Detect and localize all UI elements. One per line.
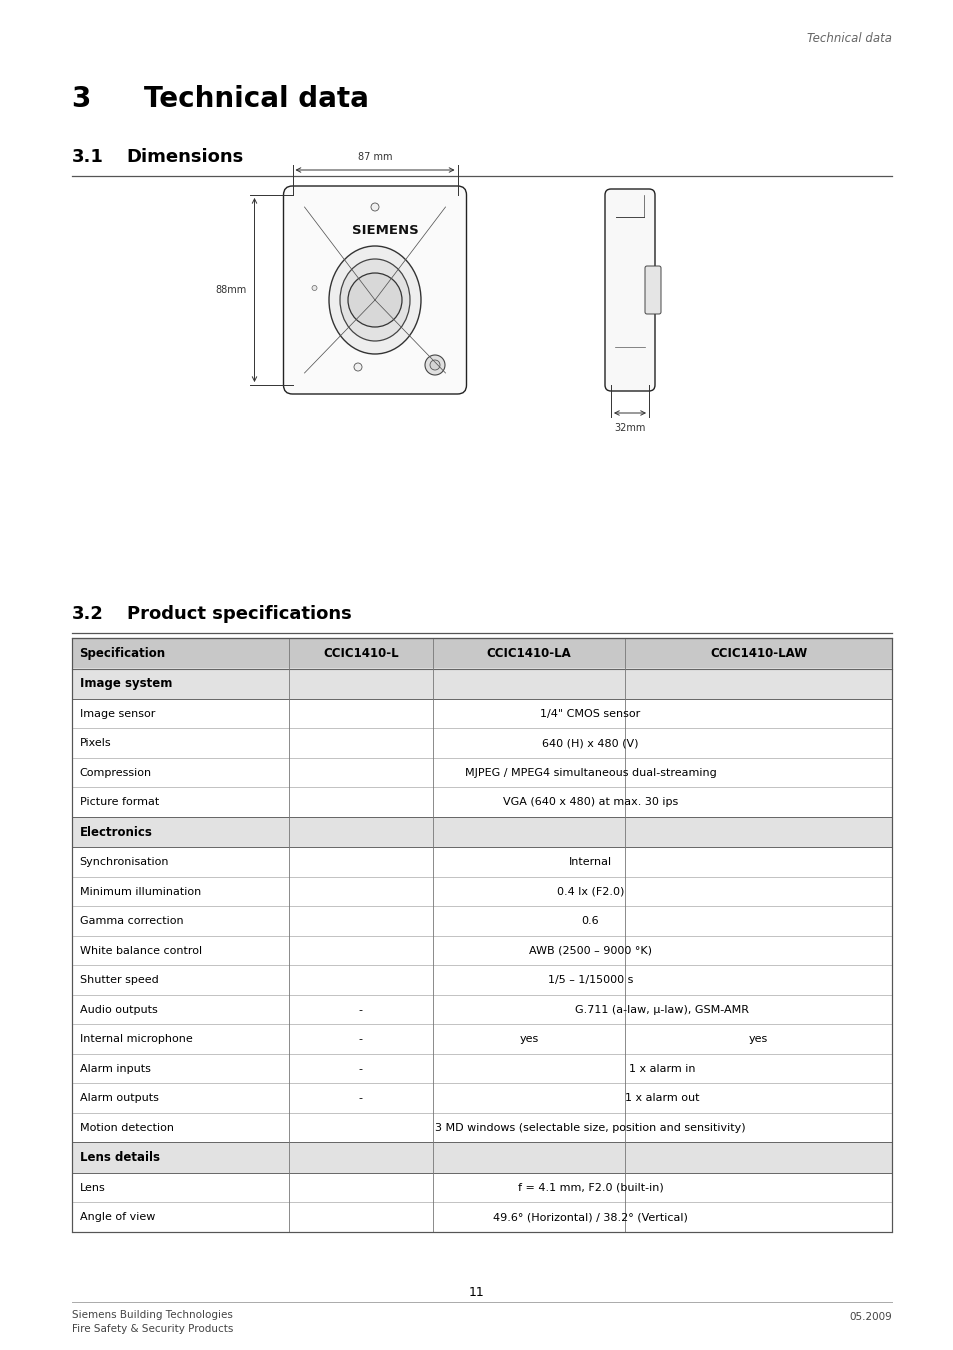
Text: MJPEG / MPEG4 simultaneous dual-streaming: MJPEG / MPEG4 simultaneous dual-streamin… [464,768,716,778]
Text: 3: 3 [71,85,91,113]
Text: Gamma correction: Gamma correction [79,917,183,926]
Circle shape [371,202,378,211]
Text: Siemens Building Technologies: Siemens Building Technologies [71,1310,233,1320]
Text: -: - [358,1094,362,1103]
Text: Motion detection: Motion detection [79,1123,173,1133]
Text: 88mm: 88mm [215,285,246,296]
Text: 49.6° (Horizontal) / 38.2° (Vertical): 49.6° (Horizontal) / 38.2° (Vertical) [493,1212,687,1222]
Text: Electronics: Electronics [79,826,152,838]
Text: 3 MD windows (selectable size, position and sensitivity): 3 MD windows (selectable size, position … [435,1123,745,1133]
Text: yes: yes [518,1034,538,1045]
Text: 0.4 lx (F2.0): 0.4 lx (F2.0) [557,887,623,896]
Text: 3.2: 3.2 [71,605,103,622]
Text: Technical data: Technical data [806,32,891,45]
Text: Angle of view: Angle of view [79,1212,154,1222]
Circle shape [348,273,401,327]
Bar [71,1142,891,1173]
Circle shape [430,360,439,370]
Text: Image system: Image system [79,678,172,690]
Text: -: - [358,1034,362,1045]
Circle shape [424,355,444,375]
Ellipse shape [329,246,420,354]
Text: Shutter speed: Shutter speed [79,975,158,985]
Text: Image sensor: Image sensor [79,709,154,718]
Text: yes: yes [748,1034,767,1045]
Text: f = 4.1 mm, F2.0 (built-in): f = 4.1 mm, F2.0 (built-in) [517,1183,662,1193]
Text: 05.2009: 05.2009 [848,1312,891,1322]
Text: Compression: Compression [79,768,152,778]
Bar [71,668,891,699]
FancyBboxPatch shape [283,186,466,394]
Text: G.711 (a-law, μ-law), GSM-AMR: G.711 (a-law, μ-law), GSM-AMR [575,1004,748,1015]
Text: 32mm: 32mm [614,423,645,433]
Text: -: - [358,1064,362,1073]
Text: CCIC1410-LAW: CCIC1410-LAW [709,647,806,660]
Text: Fire Safety & Security Products: Fire Safety & Security Products [71,1324,233,1334]
Text: 11: 11 [469,1285,484,1299]
Text: Alarm outputs: Alarm outputs [79,1094,158,1103]
Text: Product specifications: Product specifications [127,605,351,622]
FancyBboxPatch shape [644,266,660,315]
Text: CCIC1410-L: CCIC1410-L [323,647,398,660]
Text: White balance control: White balance control [79,946,201,956]
Text: Minimum illumination: Minimum illumination [79,887,200,896]
Circle shape [354,363,361,371]
Text: Specification: Specification [79,647,166,660]
Text: Internal microphone: Internal microphone [79,1034,193,1045]
Text: 640 (H) x 480 (V): 640 (H) x 480 (V) [541,738,639,748]
Text: Internal: Internal [568,857,612,867]
Text: Audio outputs: Audio outputs [79,1004,157,1015]
Text: 0.6: 0.6 [581,917,598,926]
Text: Alarm inputs: Alarm inputs [79,1064,151,1073]
Text: Lens details: Lens details [79,1152,159,1164]
Text: Pixels: Pixels [79,738,112,748]
Bar [71,639,891,668]
Text: Lens: Lens [79,1183,105,1193]
Bar [71,817,891,848]
Text: Dimensions: Dimensions [127,148,244,166]
Text: Picture format: Picture format [79,798,158,807]
Text: 1/4" CMOS sensor: 1/4" CMOS sensor [539,709,639,718]
Text: AWB (2500 – 9000 °K): AWB (2500 – 9000 °K) [528,946,651,956]
Text: 1 x alarm out: 1 x alarm out [624,1094,699,1103]
Text: 3.1: 3.1 [71,148,103,166]
Bar [71,639,891,1233]
Text: CCIC1410-LA: CCIC1410-LA [486,647,571,660]
Ellipse shape [339,259,410,342]
Text: SIEMENS: SIEMENS [352,224,418,236]
Text: 1 x alarm in: 1 x alarm in [628,1064,695,1073]
Text: -: - [358,1004,362,1015]
Text: Synchronisation: Synchronisation [79,857,169,867]
FancyBboxPatch shape [604,189,655,392]
Circle shape [312,285,316,290]
Text: Technical data: Technical data [143,85,368,113]
Text: VGA (640 x 480) at max. 30 ips: VGA (640 x 480) at max. 30 ips [502,798,678,807]
Text: 87 mm: 87 mm [357,153,392,162]
Text: 1/5 – 1/15000 s: 1/5 – 1/15000 s [547,975,633,985]
